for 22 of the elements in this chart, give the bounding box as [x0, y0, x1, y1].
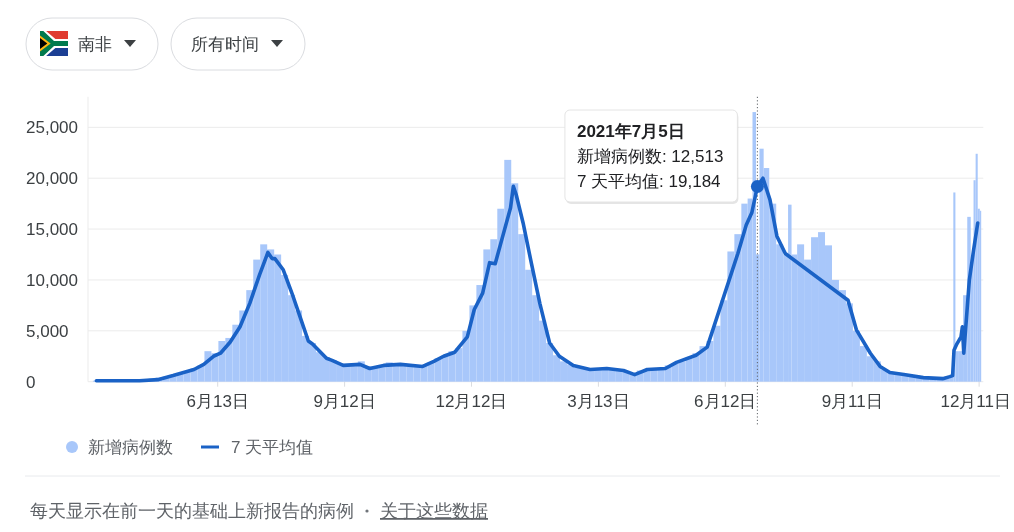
x-tick-label: 12月11日	[940, 392, 1011, 411]
x-tick-label: 6月12日	[694, 392, 757, 411]
x-tick-label: 12月12日	[435, 392, 508, 411]
legend-label: 7 天平均值	[231, 438, 314, 457]
dropdown-label: 所有时间	[191, 35, 259, 54]
x-tick-label: 3月13日	[567, 392, 630, 411]
y-tick-label: 15,000	[26, 220, 78, 240]
tooltip-text: 7 天平均值: 19,184	[576, 172, 721, 191]
x-tick-label: 9月12日	[313, 392, 376, 411]
y-tick-label: 0	[26, 372, 36, 392]
y-tick-label: 20,000	[26, 169, 78, 189]
y-tick-label: 25,000	[26, 118, 78, 138]
legend-label: 新增病例数	[88, 438, 173, 457]
dropdown-label: 南非	[78, 35, 112, 54]
y-tick-label: 10,000	[26, 270, 78, 290]
tooltip-title: 2021年7月5日	[576, 122, 685, 141]
tooltip-text: 新增病例数: 12,513	[576, 147, 724, 166]
x-tick-label: 6月13日	[186, 392, 249, 411]
link: 关于这些数据	[380, 501, 488, 521]
y-tick-label: 5,000	[26, 321, 69, 341]
x-tick-label: 9月11日	[821, 392, 883, 411]
footnote: 每天显示在前一天的基础上新报告的病例	[30, 501, 354, 521]
